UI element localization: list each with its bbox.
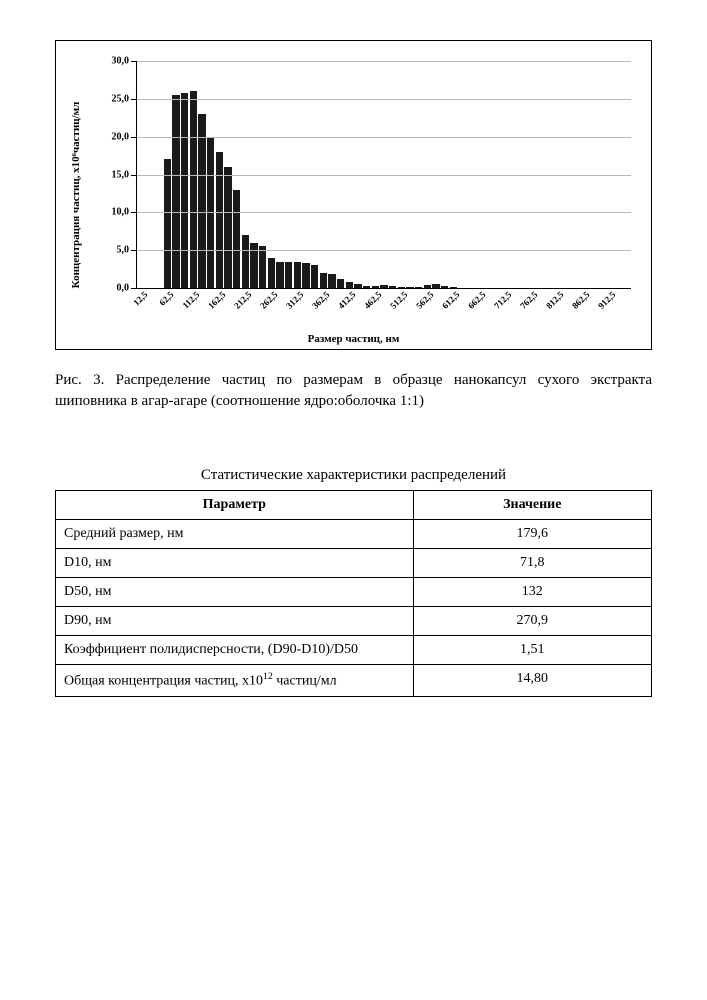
plot-area: 0,05,010,015,020,025,030,012,562,5112,51…: [136, 61, 631, 289]
y-tick-label: 30,0: [112, 56, 138, 67]
value-cell: 270,9: [413, 607, 651, 636]
bar: [233, 190, 240, 288]
caption-text: Распределение частиц по размерам в образ…: [55, 372, 652, 409]
y-tick-label: 10,0: [112, 207, 138, 218]
bar: [242, 235, 249, 288]
param-cell: D90, нм: [56, 607, 414, 636]
y-tick-label: 20,0: [112, 131, 138, 142]
grid-line: [137, 250, 631, 251]
bar: [294, 262, 301, 288]
x-tick-label: 812,5: [543, 288, 566, 311]
header-value: Значение: [413, 491, 651, 520]
param-cell: Общая концентрация частиц, x1012 частиц/…: [56, 665, 414, 697]
x-tick-label: 162,5: [205, 288, 228, 311]
grid-line: [137, 175, 631, 176]
x-tick-label: 212,5: [231, 288, 254, 311]
param-cell: Средний размер, нм: [56, 520, 414, 549]
grid-line: [137, 99, 631, 100]
caption-prefix: Рис. 3.: [55, 372, 104, 388]
value-cell: 132: [413, 578, 651, 607]
table-row: Средний размер, нм179,6: [56, 520, 652, 549]
table-body: Средний размер, нм179,6D10, нм71,8D50, н…: [56, 520, 652, 697]
figure-caption: Рис. 3. Распределение частиц по размерам…: [55, 370, 652, 412]
x-tick-label: 762,5: [517, 288, 540, 311]
param-cell: D50, нм: [56, 578, 414, 607]
x-tick-label: 362,5: [309, 288, 332, 311]
grid-line: [137, 61, 631, 62]
particle-size-chart: Концентрация частиц, x10⁶частиц/мл 0,05,…: [55, 40, 652, 350]
x-tick-label: 462,5: [361, 288, 384, 311]
bar: [172, 95, 179, 288]
bar: [259, 246, 266, 288]
grid-line: [137, 212, 631, 213]
grid-line: [137, 137, 631, 138]
y-tick-label: 0,0: [117, 283, 138, 294]
bar: [337, 279, 344, 288]
bar: [164, 159, 171, 288]
x-tick-label: 712,5: [491, 288, 514, 311]
stats-table: Параметр Значение Средний размер, нм179,…: [55, 490, 652, 697]
x-tick-label: 862,5: [569, 288, 592, 311]
bar: [224, 167, 231, 288]
bar: [432, 284, 439, 288]
bar: [285, 262, 292, 288]
bar: [198, 114, 205, 288]
y-tick-label: 15,0: [112, 169, 138, 180]
table-row: D10, нм71,8: [56, 549, 652, 578]
x-tick-label: 62,5: [156, 288, 176, 308]
y-tick-label: 25,0: [112, 93, 138, 104]
bar: [389, 286, 396, 288]
y-axis-title: Концентрация частиц, x10⁶частиц/мл: [70, 102, 82, 289]
table-row: Коэффициент полидисперсности, (D90-D10)/…: [56, 636, 652, 665]
bar: [354, 284, 361, 288]
table-row: D50, нм132: [56, 578, 652, 607]
table-row: D90, нм270,9: [56, 607, 652, 636]
bar: [190, 91, 197, 288]
bar: [268, 258, 275, 288]
bar: [346, 282, 353, 288]
param-cell: Коэффициент полидисперсности, (D90-D10)/…: [56, 636, 414, 665]
value-cell: 1,51: [413, 636, 651, 665]
bar: [216, 152, 223, 288]
header-param: Параметр: [56, 491, 414, 520]
value-cell: 71,8: [413, 549, 651, 578]
bar: [276, 262, 283, 288]
table-header-row: Параметр Значение: [56, 491, 652, 520]
x-tick-label: 612,5: [439, 288, 462, 311]
bar: [441, 286, 448, 288]
table-title: Статистические характеристики распределе…: [55, 467, 652, 484]
y-tick-label: 5,0: [117, 245, 138, 256]
value-cell: 14,80: [413, 665, 651, 697]
x-tick-label: 262,5: [257, 288, 280, 311]
bar: [328, 274, 335, 288]
bar: [380, 285, 387, 288]
x-tick-label: 662,5: [465, 288, 488, 311]
param-cell: D10, нм: [56, 549, 414, 578]
x-tick-label: 912,5: [595, 288, 618, 311]
bar: [181, 93, 188, 288]
x-tick-label: 312,5: [283, 288, 306, 311]
table-row: Общая концентрация частиц, x1012 частиц/…: [56, 665, 652, 697]
x-tick-label: 512,5: [387, 288, 410, 311]
bar: [363, 286, 370, 288]
x-tick-label: 412,5: [335, 288, 358, 311]
bar: [311, 265, 318, 288]
x-tick-label: 112,5: [179, 288, 201, 310]
bar: [320, 273, 327, 288]
x-axis-title: Размер частиц, нм: [56, 333, 651, 345]
bar: [415, 287, 422, 289]
x-tick-label: 562,5: [413, 288, 436, 311]
bar: [302, 263, 309, 288]
bar: [406, 287, 413, 289]
value-cell: 179,6: [413, 520, 651, 549]
